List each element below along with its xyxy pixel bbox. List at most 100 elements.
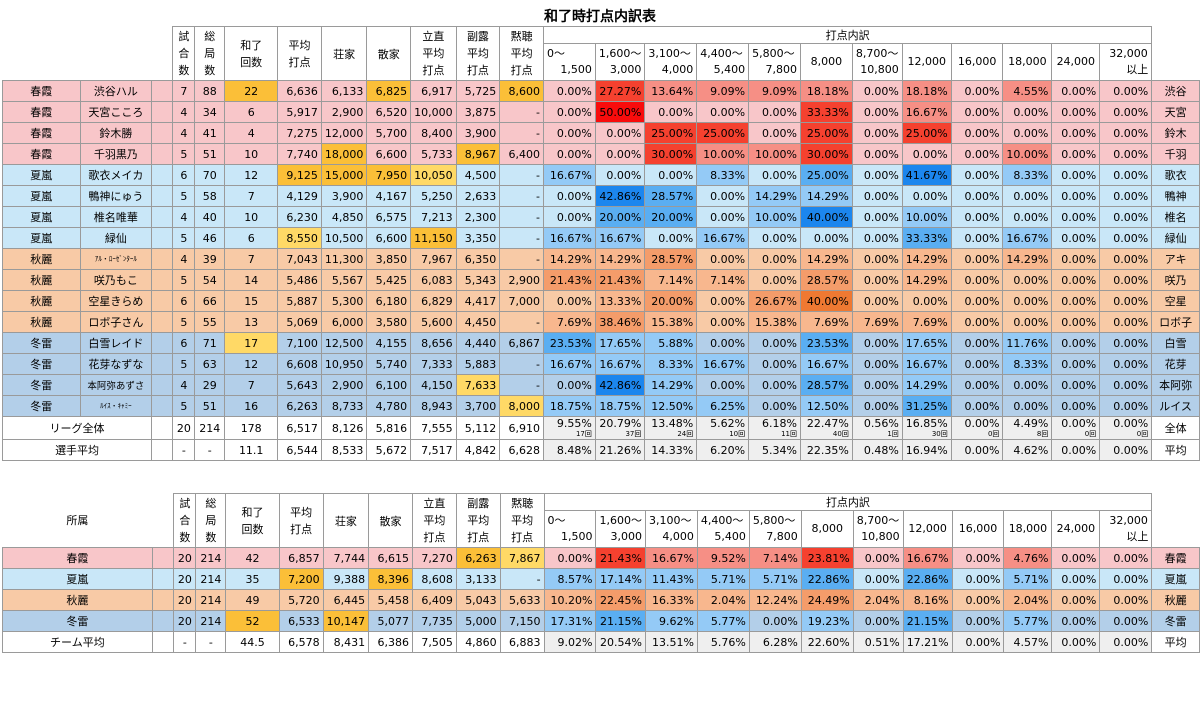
range-header: 8,000 [800,510,854,548]
team-cell: 春霞 [2,547,153,569]
range-header-row: 0～ 1,500 1,600～ 3,000 3,100～ 4,000 4,400～ 5,400… [3,43,1200,81]
nondealer-cell: 4,780 [366,395,412,417]
games-cell: 4 [172,374,196,396]
pct-cell: 0.00% [1051,547,1101,569]
furo-cell: 5,000 [455,610,501,632]
pct-cell: 6.28% [748,631,802,653]
pct-cell: 28.57% [644,248,698,270]
pct-cell: 0.00% [1051,332,1101,354]
riichi-cell: 11,150 [410,227,457,249]
nondealer-cell: 5,740 [366,353,412,375]
short-name: 緑仙 [1151,227,1200,249]
dama-cell: 6,867 [499,332,545,354]
pct-cell: 0.00% [1051,395,1101,417]
dama-cell: 7,867 [499,547,545,569]
nondealer-cell: 5,458 [368,589,413,611]
blank-cell [151,374,174,396]
pct-cell: 17.65% [594,332,646,354]
furo-cell: 4,500 [455,164,501,186]
wins-header: 和了 回数 [224,26,279,81]
wins-cell: 178 [224,416,279,440]
player-name: 花芽なずな [79,353,153,375]
furo-cell: 6,350 [455,248,501,270]
furo-cell: 5,043 [455,589,501,611]
pct-cell: 0.00% [851,374,903,396]
blank-cell [151,101,174,123]
pct-cell: 0.00% [543,101,596,123]
pct-cell: 0.00% [851,290,903,312]
pct-cell: 7.69% [901,311,952,333]
player-name: ｱﾙ・ﾛｰｾﾞﾝﾀｰﾙ [79,248,153,270]
short-name: 秋麗 [1151,589,1200,611]
pct-cell: 0.00% [950,395,1004,417]
pct-cell: 16.94% [901,439,952,461]
pct-cell: 0.00% [696,374,750,396]
player-name: 歌衣メイカ [79,164,153,186]
furo-cell: 5,343 [455,269,501,291]
player-row: 夏嵐 緑仙 5 46 6 8,550 10,500 6,600 11,150 3,350-16.6… [2,227,1200,249]
riichi-cell: 5,733 [410,143,457,165]
wins-cell: 16 [224,395,279,417]
pct-cell: 5.76% [696,631,750,653]
furo-cell: 3,875 [455,101,501,123]
range-header: 1,600～ 3,000 [594,43,646,81]
range-header: 4,400～ 5,400 [696,43,750,81]
pct-cell: 0.00% [543,122,596,144]
team-cell: 冬雷 [2,332,81,354]
pct-cell: 28.57% [799,269,853,291]
pct-cell: 8.33% [696,164,750,186]
rounds-cell: 214 [195,610,227,632]
pct-cell: 7.69% [799,311,853,333]
pct-cell: 7.14% [748,547,802,569]
range-header: 18,000 [1003,510,1053,548]
pct-cell: 11.43% [644,568,698,590]
pct-cell: 0.00% [1051,143,1101,165]
riichi-cell: 6,917 [410,80,457,102]
blank-cell [151,631,175,653]
rounds-cell: 55 [194,311,226,333]
riichi-header: 立直 平均 打点 [411,493,457,548]
avg-cell: 6,230 [277,206,322,228]
player-row: 夏嵐 鴨神にゅう 5 58 7 4,129 3,900 4,167 5,250 2,633-0.0… [2,185,1200,207]
range-header: 18,000 [1002,43,1053,81]
pct-cell: 0.00% [644,101,698,123]
pct-cell: 14.29% [543,248,596,270]
games-cell: 5 [172,185,196,207]
pct-cell: 27.27% [594,80,646,102]
pct-cell: 0.00% [644,227,698,249]
summary-row: チーム平均 - -44.5 6,578 8,431 6,386 7,505 4,860 6,88… [2,631,1200,653]
riichi-cell: 8,400 [410,122,457,144]
pct-cell: 0.00% [1051,290,1101,312]
short-name: 歌衣 [1151,164,1200,186]
header-row: 試合数総局数和了 回数 平均 打点 荘家 散家 立直 平均 打点 副露 平均 打点 黙聴 平均 打点 打点内訳 [2,26,1200,81]
pct-cell: 0.00% [950,122,1004,144]
pct-cell: 0.00% [1099,311,1153,333]
player-name: 天宮こころ [79,101,153,123]
blank-cell [151,332,174,354]
pct-cell: 40.00% [799,206,853,228]
player-row: 冬雷 ﾙｲｽ・ｷｬﾐｰ 5 51 16 6,263 8,733 4,780 8,943 3,700… [2,395,1200,417]
team-cell: 春霞 [2,122,81,144]
nondealer-cell: 5,700 [366,122,412,144]
pct-cell: 0.00% [950,439,1004,461]
pct-cell: 5.77% [696,610,750,632]
pct-cell: 28.57% [644,185,698,207]
dama-cell: 6,628 [499,439,545,461]
team-cell: 冬雷 [2,353,81,375]
pct-cell: 0.00% [696,290,750,312]
range-header: 32,000 以上 [1099,510,1153,548]
pct-cell: 22.35% [799,439,853,461]
pct-cell: 14.29% [748,185,801,207]
range-header: 4,400～ 5,400 [696,510,750,548]
pct-cell: 0.00% [1099,568,1153,590]
riichi-cell: 7,333 [410,353,457,375]
pct-cell: 0.00% [543,143,596,165]
player-name: 渋谷ハル [79,80,153,102]
dealer-cell: 18,000 [320,143,368,165]
dealer-header: 荘家 [320,26,368,81]
pct-cell: 31.25% [901,395,952,417]
range-header: 8,000 [799,43,853,81]
pct-cell: 14.29% [594,248,646,270]
pct-cell: 0.00% [1099,227,1153,249]
blank-cell [151,206,174,228]
